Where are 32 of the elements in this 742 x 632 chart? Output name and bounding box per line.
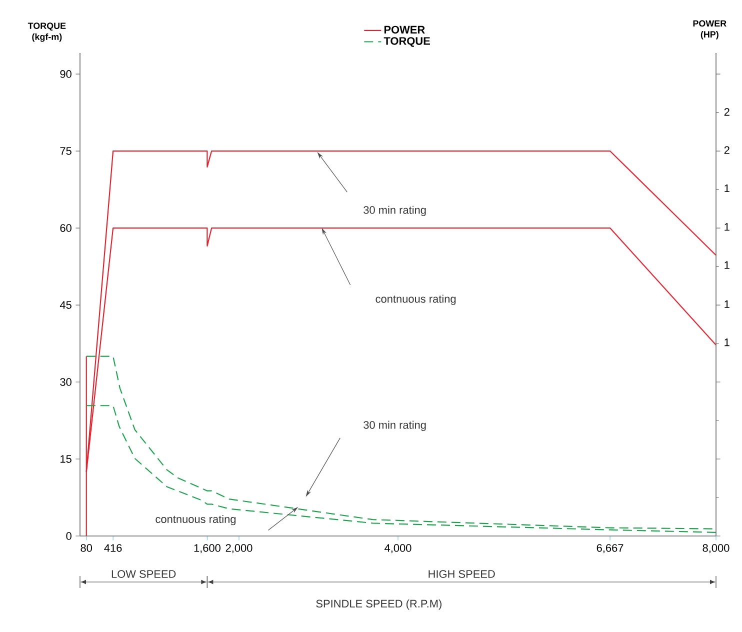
x-tick-label: 4,000 (384, 544, 412, 554)
x-tick-label: 416 (104, 544, 122, 552)
x-tick-label: 1,600 (194, 544, 220, 554)
text: 2 (724, 108, 730, 116)
text: LOW SPEED (112, 570, 176, 578)
text: HIGH SPEED (428, 570, 495, 578)
annotation: 30 min rating (364, 206, 426, 216)
x-axis-title: SPINDLE SPEED (R.P.M) (316, 599, 442, 610)
y-axis-title: TORQUE (kgf-m) (28, 22, 66, 42)
y-tick-label: 60 (60, 224, 72, 232)
text: 1 (724, 338, 730, 346)
y-tick-label: 0 (66, 532, 72, 540)
text: 1 (724, 300, 730, 308)
annotation: 30 min rating (364, 420, 426, 431)
y2-axis-title: POWER (HP) (693, 20, 726, 40)
x-tick-label: 6,667 (596, 544, 624, 554)
annotation: contnuous rating (376, 294, 456, 305)
x-tick-label: 2,000 (226, 544, 252, 554)
text: 1 (724, 223, 730, 231)
y-tick-label: 90 (60, 70, 72, 78)
legend-label: POWER (384, 26, 425, 34)
x-tick-label: 8,000 (702, 544, 730, 554)
annotation: contnuous rating (156, 514, 236, 526)
y-tick-label: 75 (60, 147, 72, 155)
text: 1 (724, 261, 730, 269)
y-tick-label: 30 (60, 378, 72, 386)
y-tick-label: 45 (60, 301, 72, 309)
y-tick-label: 15 (60, 455, 72, 463)
x-tick-label: 80 (80, 544, 92, 552)
legend-label: TORQUE (384, 37, 430, 47)
text: 1 (724, 184, 730, 192)
text: 2 (724, 146, 730, 154)
